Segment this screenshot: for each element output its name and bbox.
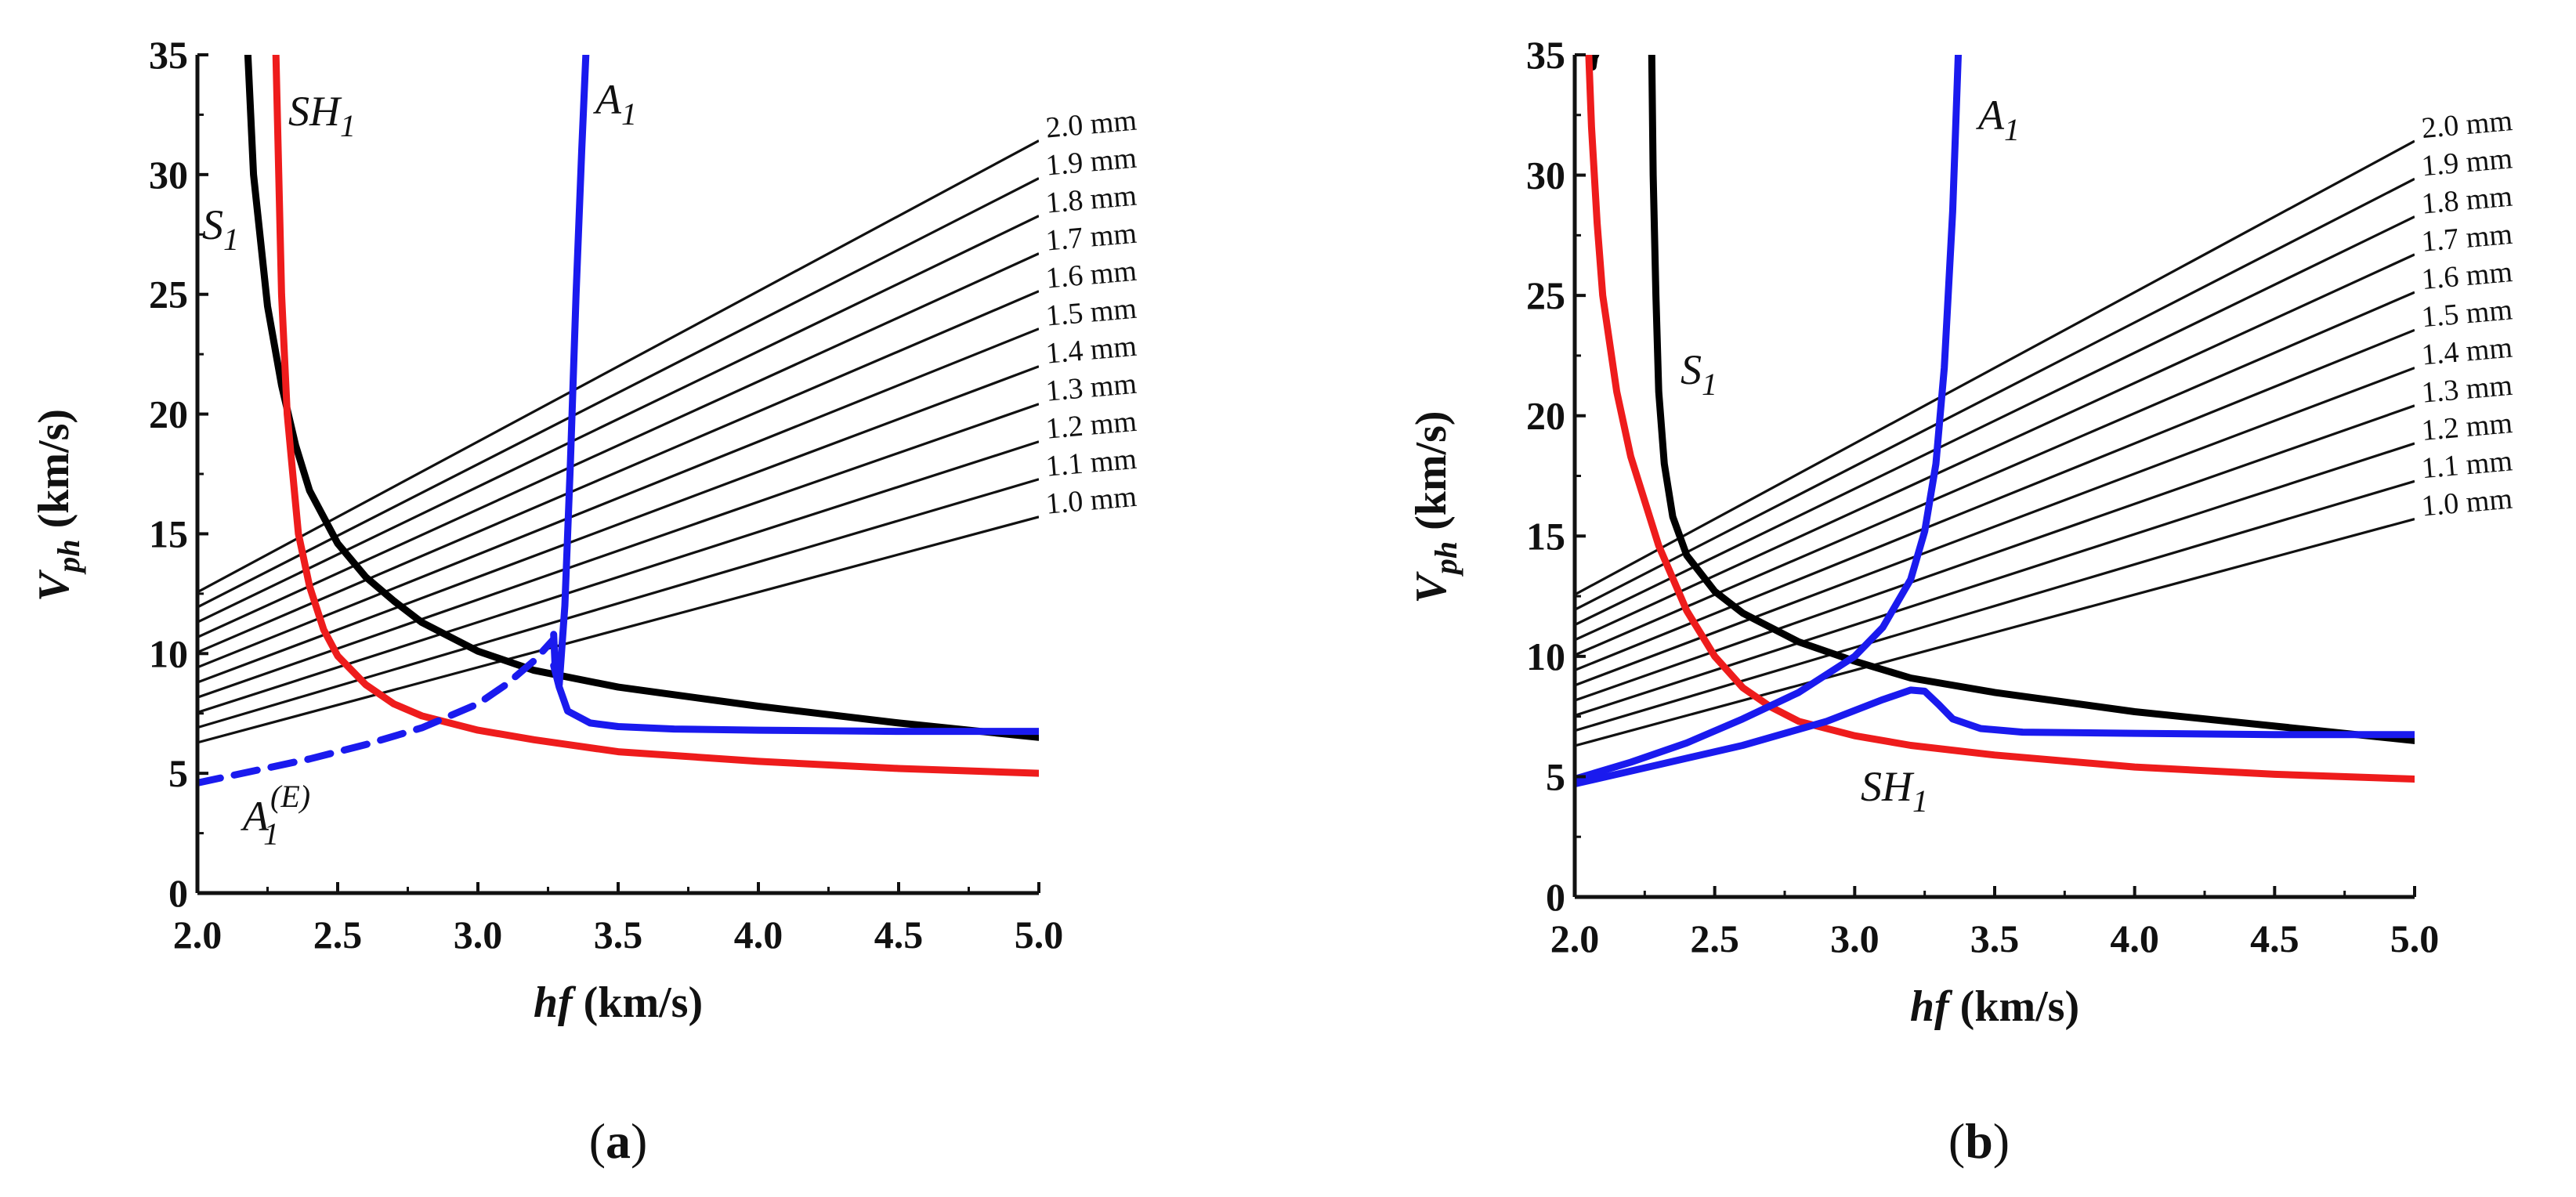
panel-b-thickness-line-1-1-mm <box>1575 479 2415 732</box>
panel-a: 1.0 mm1.1 mm1.2 mm1.3 mm1.4 mm1.5 mm1.6 … <box>30 33 1138 1169</box>
panel-b: 1.0 mm1.1 mm1.2 mm1.3 mm1.4 mm1.5 mm1.6 … <box>1407 33 2513 1169</box>
panel-b-y-tick-label: 30 <box>1526 154 1565 197</box>
panel-a-x-tick-label: 3.0 <box>454 913 503 957</box>
panel-a-y-tick-label: 5 <box>168 751 188 795</box>
panel-a-x-axis-title: hf (km/s) <box>534 978 703 1027</box>
panel-a-thickness-line-1-6-mm <box>197 290 1039 654</box>
panel-b-x-tick-label: 5.0 <box>2390 917 2440 960</box>
panel-a-x-tick-label: 2.5 <box>313 913 363 957</box>
panel-a-x-tick-label: 4.5 <box>874 913 924 957</box>
panel-b-thickness-label: 1.1 mm <box>2420 444 2513 485</box>
panel-a-curve-s1 <box>244 55 1039 741</box>
panel-a-curve-a1-tail <box>550 662 1039 736</box>
panel-a-thickness-line-1-5-mm <box>197 327 1039 669</box>
panel-a-y-tick-label: 20 <box>149 392 188 436</box>
panel-b-curve-s1 <box>1648 55 2415 744</box>
panel-a-x-tick-label: 4.0 <box>734 913 783 957</box>
panel-b-thickness-line-1-8-mm <box>1575 215 2415 627</box>
panel-b-x-tick-label: 3.0 <box>1830 917 1880 960</box>
panel-b-curve-a1 <box>1575 55 1962 783</box>
panel-a-thickness-label: 1.4 mm <box>1044 330 1138 371</box>
panel-b-x-tick-label: 3.5 <box>1970 917 2020 960</box>
panel-a-thickness-line-1-8-mm <box>197 215 1039 624</box>
panel-b-thickness-label: 1.0 mm <box>2420 483 2513 523</box>
panel-b-y-tick-label: 5 <box>1546 754 1565 798</box>
panel-b-thickness-label: 1.5 mm <box>2420 293 2513 334</box>
panel-a-caption-label: (a) <box>589 1113 648 1169</box>
panel-b-x-tick-label: 2.0 <box>1550 917 1600 960</box>
panel-a-y-tick-label: 15 <box>149 512 188 555</box>
panel-a-label-a1e: A(E) 1 <box>241 779 310 852</box>
panel-b-thickness-label: 2.0 mm <box>2420 104 2513 145</box>
panel-a-thickness-line-1-4-mm <box>197 365 1039 684</box>
panel-b-x-tick-label: 4.0 <box>2110 917 2159 960</box>
panel-b-y-tick-label: 0 <box>1546 875 1565 919</box>
panel-b-thickness-label: 1.4 mm <box>2420 331 2513 372</box>
panel-a-y-axis-title: Vph (km/s) <box>30 409 86 602</box>
panel-b-x-tick-label: 2.5 <box>1690 917 1739 960</box>
panel-a-curve-a1e <box>197 635 558 787</box>
panel-b-thickness-label: 1.8 mm <box>2420 180 2513 221</box>
panel-b-y-tick-label: 10 <box>1526 635 1565 678</box>
panel-a-thickness-label: 1.0 mm <box>1044 480 1138 521</box>
panel-a-thickness-label: 2.0 mm <box>1044 104 1138 145</box>
panel-a-thickness-line-1-1-mm <box>197 478 1039 729</box>
panel-a-x-tick-label: 2.0 <box>173 913 223 957</box>
panel-b-curve-s1-top <box>1589 55 1600 71</box>
panel-b-y-axis-title: Vph (km/s) <box>1407 410 1463 603</box>
panel-b-thickness-line-1-5-mm <box>1575 328 2415 672</box>
panel-a-label-s1: S1 <box>202 201 239 257</box>
panel-b-y-tick-label: 15 <box>1526 514 1565 558</box>
panel-b-label-s1: S1 <box>1681 346 1717 402</box>
panel-a-thickness-label: 1.7 mm <box>1044 217 1138 258</box>
panel-b-thickness-line-2-0-mm <box>1575 139 2415 596</box>
panel-a-thickness-label: 1.8 mm <box>1044 179 1138 220</box>
panel-a-thickness-line-2-0-mm <box>197 139 1039 594</box>
panel-a-y-tick-label: 10 <box>149 631 188 675</box>
panel-a-thickness-label: 1.5 mm <box>1044 292 1138 333</box>
panel-a-thickness-line-1-2-mm <box>197 440 1039 714</box>
panel-a-y-tick-label: 0 <box>168 871 188 915</box>
panel-a-thickness-line-1-7-mm <box>197 252 1039 638</box>
panel-a-y-tick-label: 30 <box>149 153 188 197</box>
panel-b-thickness-line-1-7-mm <box>1575 253 2415 642</box>
panel-b-thickness-label: 1.6 mm <box>2420 255 2513 296</box>
panel-a-curve-sh1 <box>272 55 1039 777</box>
panel-a-label-a1: A1 <box>593 76 637 132</box>
panel-a-x-tick-label: 3.5 <box>594 913 643 957</box>
panel-b-thickness-line-1-4-mm <box>1575 367 2415 687</box>
panel-b-curve-a1-lower <box>1575 686 2415 788</box>
panel-b-curve-sh1 <box>1585 55 2415 783</box>
panel-a-y-tick-label: 35 <box>149 33 188 77</box>
panel-b-label-a1: A1 <box>1976 92 2020 147</box>
panel-a-y-tick-label: 25 <box>149 273 188 316</box>
panel-b-thickness-label: 1.2 mm <box>2420 407 2513 447</box>
panel-b-x-axis-title: hf (km/s) <box>1910 982 2079 1031</box>
panel-b-x-tick-label: 4.5 <box>2250 917 2299 960</box>
panel-a-x-tick-label: 5.0 <box>1015 913 1064 957</box>
panel-b-y-tick-label: 20 <box>1526 394 1565 438</box>
panel-a-thickness-label: 1.2 mm <box>1044 405 1138 446</box>
panel-b-y-tick-label: 25 <box>1526 273 1565 317</box>
panel-b-thickness-line-1-0-mm <box>1575 517 2415 747</box>
panel-b-caption-label: (b) <box>1948 1113 2010 1169</box>
panel-b-label-sh1: SH1 <box>1861 763 1928 819</box>
panel-a-thickness-label: 1.9 mm <box>1044 142 1138 183</box>
panel-a-thickness-label: 1.3 mm <box>1044 367 1138 408</box>
panel-a-thickness-label: 1.1 mm <box>1044 443 1138 483</box>
panel-b-thickness-label: 1.9 mm <box>2420 142 2513 183</box>
panel-b-thickness-line-1-9-mm <box>1575 177 2415 611</box>
panel-a-thickness-label: 1.6 mm <box>1044 255 1138 295</box>
panel-b-thickness-label: 1.3 mm <box>2420 369 2513 410</box>
panel-a-thickness-line-1-9-mm <box>197 177 1039 609</box>
panel-b-thickness-line-1-2-mm <box>1575 442 2415 717</box>
panel-b-thickness-label: 1.7 mm <box>2420 218 2513 259</box>
panel-a-label-sh1: SH1 <box>288 88 356 143</box>
panel-b-y-tick-label: 35 <box>1526 33 1565 77</box>
panel-a-thickness-line-1-0-mm <box>197 515 1039 744</box>
